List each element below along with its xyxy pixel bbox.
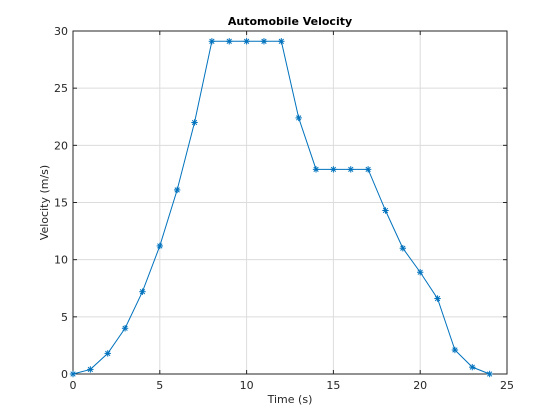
series-velocity xyxy=(69,38,493,378)
data-point-marker xyxy=(191,119,198,126)
data-point-marker xyxy=(451,346,459,354)
data-point-marker xyxy=(295,114,302,122)
data-point-marker xyxy=(417,269,424,276)
data-point-marker xyxy=(469,363,476,371)
data-point-marker xyxy=(364,166,372,173)
data-point-marker xyxy=(399,245,407,252)
data-point-marker xyxy=(330,166,337,173)
ticks: 0 5 10 15 20 25 0 5 10 15 20 25 30 xyxy=(54,25,514,392)
x-tick-label: 25 xyxy=(500,379,514,392)
y-tick-label: 30 xyxy=(54,25,68,38)
data-point-marker xyxy=(226,38,233,45)
x-tick-label: 15 xyxy=(326,379,340,392)
data-point-marker xyxy=(243,38,250,45)
y-tick-label: 15 xyxy=(54,197,68,210)
data-point-marker xyxy=(278,38,285,45)
data-point-marker xyxy=(104,350,111,357)
data-point-marker xyxy=(87,366,94,373)
y-tick-label: 5 xyxy=(61,311,68,324)
data-point-marker xyxy=(156,242,163,250)
data-point-marker xyxy=(208,38,216,45)
y-tick-label: 0 xyxy=(61,368,68,381)
data-point-marker xyxy=(139,288,146,295)
x-tick-label: 10 xyxy=(240,379,254,392)
y-tick-label: 10 xyxy=(54,254,68,267)
y-axis-label: Velocity (m/s) xyxy=(38,165,51,240)
x-tick-label: 20 xyxy=(413,379,427,392)
chart-title: Automobile Velocity xyxy=(228,15,352,28)
data-point-marker xyxy=(486,370,493,378)
data-point-marker xyxy=(312,166,320,173)
data-point-marker xyxy=(121,325,129,332)
data-point-marker xyxy=(382,207,389,214)
grid xyxy=(73,31,507,374)
data-point-marker xyxy=(260,38,268,45)
data-point-marker xyxy=(173,186,181,194)
y-tick-label: 20 xyxy=(54,139,68,152)
x-axis-label: Time (s) xyxy=(267,393,313,406)
data-point-marker xyxy=(347,166,354,173)
data-point-marker xyxy=(69,370,77,378)
x-tick-label: 0 xyxy=(70,379,77,392)
y-tick-label: 25 xyxy=(54,82,68,95)
data-point-marker xyxy=(434,295,441,302)
x-tick-label: 5 xyxy=(156,379,163,392)
